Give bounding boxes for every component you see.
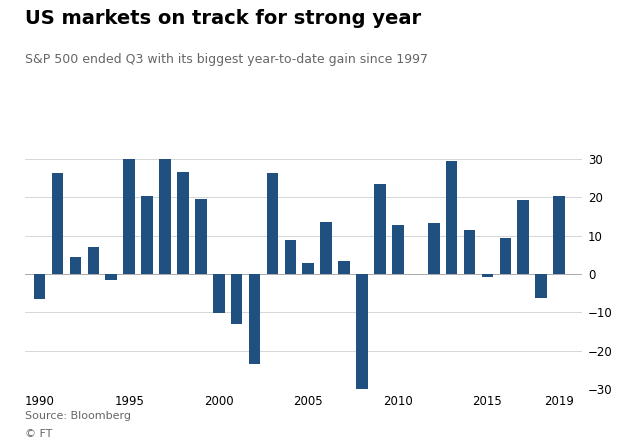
Bar — [285, 240, 296, 274]
Bar — [141, 196, 153, 274]
Text: S&P 500 ended Q3 with its biggest year-to-date gain since 1997: S&P 500 ended Q3 with its biggest year-t… — [25, 53, 429, 66]
Bar — [482, 274, 493, 277]
Bar — [392, 225, 404, 274]
Bar — [70, 257, 81, 274]
Bar — [249, 274, 260, 364]
Bar — [34, 274, 46, 299]
Bar — [123, 159, 135, 274]
Bar — [87, 247, 99, 274]
Bar — [177, 172, 189, 274]
Bar — [195, 199, 206, 274]
Bar — [338, 261, 350, 274]
Bar — [374, 184, 385, 274]
Bar — [553, 195, 565, 274]
Text: © FT: © FT — [25, 429, 53, 439]
Bar — [446, 160, 458, 274]
Bar — [517, 200, 529, 274]
Bar — [160, 159, 171, 274]
Bar — [231, 274, 242, 324]
Bar — [428, 223, 439, 274]
Bar — [106, 274, 117, 280]
Bar — [499, 238, 511, 274]
Text: Source: Bloomberg: Source: Bloomberg — [25, 411, 131, 421]
Bar — [266, 173, 279, 274]
Bar — [356, 274, 368, 389]
Bar — [536, 274, 547, 298]
Bar — [303, 263, 314, 274]
Bar — [464, 230, 475, 274]
Bar — [320, 222, 332, 274]
Bar — [52, 173, 63, 274]
Bar — [213, 274, 225, 313]
Text: US markets on track for strong year: US markets on track for strong year — [25, 9, 422, 28]
